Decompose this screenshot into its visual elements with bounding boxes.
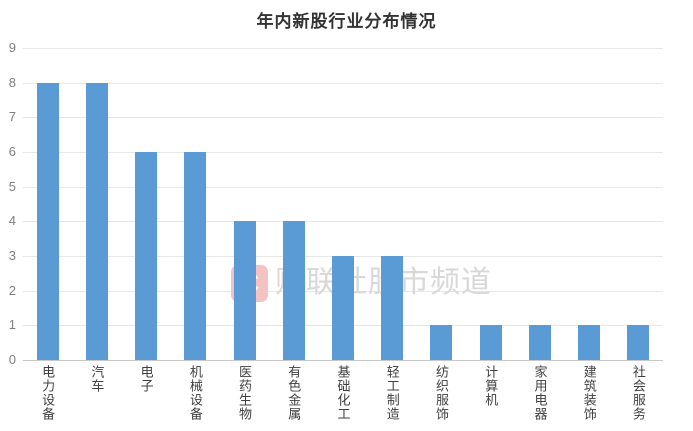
x-category-cell: 家用电器 — [515, 365, 564, 421]
x-category-cell: 建筑装饰 — [565, 365, 614, 421]
x-category-cell: 轻工制造 — [368, 365, 417, 421]
bar-轻工制造 — [381, 256, 404, 360]
y-tick-label: 0 — [8, 352, 16, 367]
bar-column — [23, 48, 72, 360]
x-category-label: 电子 — [138, 365, 154, 393]
x-axis-line — [23, 360, 663, 361]
y-tick-label: 7 — [8, 109, 16, 125]
bar-纺织服饰 — [430, 325, 453, 360]
bar-基础化工 — [332, 256, 355, 360]
bar-column — [72, 48, 121, 360]
x-category-cell: 汽车 — [72, 365, 121, 421]
plot-area: C 财联社股市频道 — [23, 48, 663, 361]
bar-column — [220, 48, 269, 360]
chart-title: 年内新股行业分布情况 — [256, 12, 437, 31]
x-category-cell: 有色金属 — [269, 365, 318, 421]
bar-column — [318, 48, 367, 360]
x-category-cell: 电力设备 — [23, 365, 72, 421]
gridline — [23, 186, 663, 188]
gridline — [23, 82, 663, 84]
bar-column — [269, 48, 318, 360]
x-category-label: 轻工制造 — [384, 365, 400, 421]
bar-电子 — [135, 152, 158, 360]
x-category-label: 家用电器 — [532, 365, 548, 421]
x-category-label: 医药生物 — [237, 365, 253, 421]
y-tick-label: 5 — [8, 178, 16, 194]
x-category-cell: 社会服务 — [614, 365, 663, 421]
x-category-label: 纺织服饰 — [433, 365, 449, 421]
bar-column — [565, 48, 614, 360]
bars-layer — [23, 48, 663, 360]
bar-column — [121, 48, 170, 360]
x-category-cell: 机械设备 — [171, 365, 220, 421]
x-category-label: 机械设备 — [187, 365, 203, 421]
y-tick-label: 2 — [8, 282, 16, 298]
bar-社会服务 — [627, 325, 650, 360]
x-category-cell: 计算机 — [466, 365, 515, 421]
bar-column — [171, 48, 220, 360]
x-category-label: 电力设备 — [40, 365, 56, 421]
y-tick-label: 3 — [8, 247, 16, 263]
bar-column — [417, 48, 466, 360]
bar-column — [614, 48, 663, 360]
gridline — [23, 48, 663, 49]
x-category-label: 有色金属 — [286, 365, 302, 421]
gridline — [23, 221, 663, 223]
gridline — [23, 152, 663, 153]
bar-column — [515, 48, 564, 360]
y-tick-label: 8 — [8, 74, 16, 90]
bar-机械设备 — [184, 152, 207, 360]
x-category-cell: 电子 — [121, 365, 170, 421]
bar-电力设备 — [36, 82, 59, 360]
y-tick-label: 6 — [8, 143, 16, 159]
y-tick-label: 4 — [8, 213, 16, 229]
y-tick-label: 9 — [8, 40, 16, 55]
bar-column — [466, 48, 515, 360]
bar-建筑装饰 — [578, 325, 601, 360]
bar-医药生物 — [233, 221, 256, 360]
bar-计算机 — [479, 325, 502, 360]
bar-有色金属 — [282, 221, 305, 360]
x-category-label: 汽车 — [89, 365, 105, 393]
x-category-label: 计算机 — [483, 365, 499, 407]
y-axis-labels: 0 1 2 3 4 5 6 7 8 9 — [0, 40, 16, 367]
bar-column — [368, 48, 417, 360]
bar-家用电器 — [528, 325, 551, 360]
x-category-label: 社会服务 — [630, 365, 646, 421]
x-category-cell: 纺织服饰 — [417, 365, 466, 421]
gridline — [23, 117, 663, 119]
bar-汽车 — [85, 82, 108, 360]
x-category-label: 建筑装饰 — [581, 365, 597, 421]
x-category-cell: 医药生物 — [220, 365, 269, 421]
x-category-cell: 基础化工 — [318, 365, 367, 421]
y-tick-label: 1 — [8, 317, 16, 333]
x-category-label: 基础化工 — [335, 365, 351, 421]
x-axis-labels: 电力设备 汽车 电子 机械设备 医药生物 有色金属 基础化工 轻工制造 纺织服饰 计算机 家用电器 建… — [23, 365, 663, 421]
